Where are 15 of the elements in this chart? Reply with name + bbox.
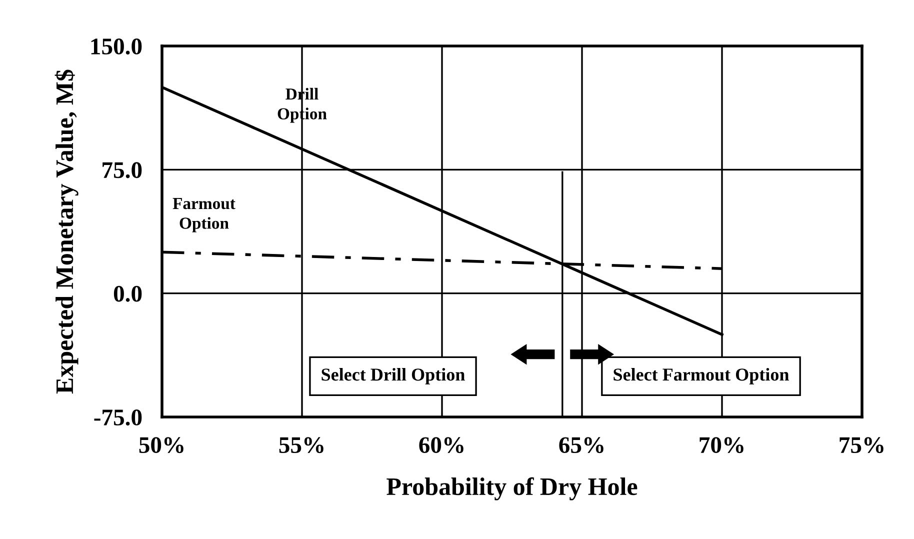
series-label: Farmout Option [172, 198, 236, 232]
y-tick-label: -75.0 [94, 409, 142, 426]
x-axis-title: Probability of Dry Hole [386, 477, 638, 500]
y-tick-label: 75.0 [102, 162, 142, 178]
x-tick-label: 70% [700, 437, 744, 454]
x-tick-label: 75% [840, 437, 884, 454]
x-tick-label: 60% [419, 437, 464, 454]
x-tick-label: 55% [279, 437, 324, 454]
y-axis-title: Expected Monetary Value, M$ [54, 70, 78, 394]
y-tick-label: 150.0 [91, 38, 142, 55]
x-tick-label: 50% [139, 437, 184, 454]
annotation: Select Farmout Option [614, 368, 789, 384]
annotation: Select Drill Option [322, 368, 465, 384]
y-tick-label: 0.0 [114, 286, 142, 302]
x-tick-label: 65% [559, 437, 604, 454]
